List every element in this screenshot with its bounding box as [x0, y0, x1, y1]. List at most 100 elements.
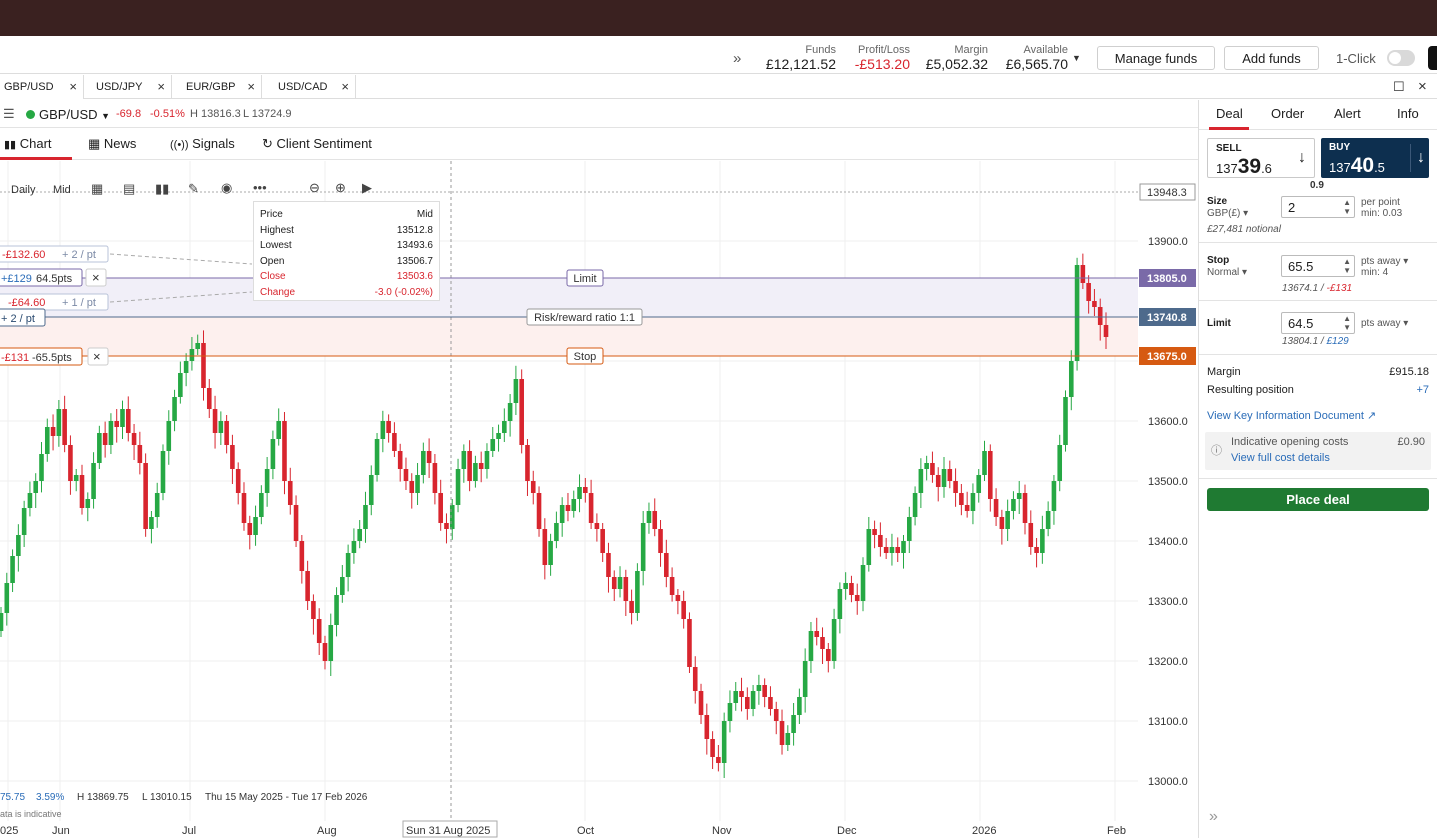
- interval-selector[interactable]: Daily: [11, 184, 36, 196]
- tooltip-change-value: -3.0 (-0.02%): [374, 286, 433, 298]
- close-icon[interactable]: ×: [69, 79, 77, 94]
- candle-body: [449, 505, 455, 529]
- size-currency-selector[interactable]: GBP(£) ▾: [1207, 208, 1249, 219]
- candle-body: [10, 556, 15, 583]
- tab-client-sentiment[interactable]: ↻ Client Sentiment: [262, 136, 372, 152]
- tab-order[interactable]: Order: [1271, 106, 1305, 121]
- close-icon[interactable]: ×: [157, 79, 165, 94]
- close-window-icon[interactable]: ×: [1418, 78, 1427, 95]
- candle-body: [762, 685, 767, 697]
- stepper-icon[interactable]: ▲ ▼: [1343, 257, 1351, 275]
- quote-bar: ☰ GBP/USD ▼ -69.8 -0.51% H 13816.3 L 137…: [0, 100, 1198, 128]
- x-tick-label: 2026: [972, 825, 996, 837]
- candle-body: [85, 499, 91, 508]
- panel-edge-handle[interactable]: [1428, 46, 1437, 70]
- entry-price-box: [1139, 308, 1196, 326]
- candle-type-icon[interactable]: ▦: [91, 181, 104, 196]
- price-chart[interactable]: 13000.0 13100.0 13200.0 13300.0 13400.0 13500…: [0, 161, 1198, 838]
- candle-body: [906, 517, 912, 541]
- tab-chart-label: Chart: [19, 136, 52, 151]
- chart-area[interactable]: 13000.0 13100.0 13200.0 13300.0 13400.0 13500…: [0, 161, 1198, 838]
- tab-info[interactable]: Info: [1397, 106, 1419, 121]
- tab-label: EUR/GBP: [186, 81, 236, 93]
- tab-news[interactable]: ▦ News: [88, 136, 136, 152]
- available-dropdown-icon[interactable]: ▼: [1072, 53, 1081, 63]
- candle-body: [334, 595, 339, 625]
- candle-body: [1086, 283, 1091, 301]
- tab-eur-gbp[interactable]: EUR/GBP ×: [172, 75, 262, 99]
- price-type-selector[interactable]: Mid: [53, 184, 71, 196]
- limit-tag: Limit: [573, 273, 596, 285]
- maximize-icon[interactable]: ☐: [1393, 79, 1405, 94]
- limit-profit-value: +£129: [1, 273, 32, 285]
- tab-signals[interactable]: ((•)) Signals: [170, 136, 235, 151]
- candle-body: [235, 469, 241, 493]
- sell-button[interactable]: SELL 13739.6 ↓: [1207, 138, 1315, 178]
- candle-body: [345, 553, 351, 577]
- candle-body: [189, 349, 195, 361]
- stepper-icon[interactable]: ▲ ▼: [1343, 198, 1351, 216]
- candle-body: [652, 511, 658, 529]
- candle-body: [125, 409, 131, 433]
- tab-deal[interactable]: Deal: [1216, 106, 1243, 121]
- zoom-out-icon[interactable]: ⊖: [309, 180, 320, 195]
- indicators-icon[interactable]: ▤: [123, 181, 136, 196]
- tab-usd-jpy[interactable]: USD/JPY ×: [84, 75, 172, 99]
- key-info-document-link[interactable]: View Key Information Document ↗: [1207, 410, 1377, 422]
- resulting-position-label: Resulting position: [1207, 384, 1294, 396]
- one-click-toggle[interactable]: [1387, 50, 1415, 66]
- close-icon[interactable]: ×: [341, 79, 349, 94]
- menu-icon[interactable]: ☰: [3, 106, 15, 121]
- candle-body: [837, 589, 843, 619]
- limit-pl-value: -£132.60: [2, 249, 45, 261]
- candle-body: [467, 451, 472, 481]
- candle-body: [27, 493, 33, 508]
- tab-news-label: News: [103, 136, 137, 151]
- mid-pl-value: -£64.60: [8, 297, 45, 309]
- candle-body: [149, 517, 154, 529]
- candle-body: [33, 481, 39, 493]
- limit-per-point: + 2 / pt: [62, 249, 96, 261]
- candle-body: [883, 547, 889, 553]
- stop-input[interactable]: 65.5 ▲ ▼: [1281, 255, 1355, 277]
- more-icon[interactable]: •••: [253, 180, 267, 195]
- candle-body: [814, 631, 820, 637]
- candle-body: [195, 343, 201, 349]
- size-input[interactable]: 2 ▲ ▼: [1281, 196, 1355, 218]
- candle-body: [1011, 499, 1016, 511]
- top-header-bar: [0, 0, 1437, 36]
- risk-reward-tag-box: [526, 308, 643, 326]
- stop-type-selector[interactable]: Normal ▾: [1207, 267, 1248, 278]
- expand-chevrons-icon[interactable]: »: [733, 50, 742, 67]
- bar-chart-icon[interactable]: ▮▮: [155, 181, 170, 196]
- cost-details-link[interactable]: View full cost details: [1231, 452, 1330, 464]
- limit-input[interactable]: 64.5 ▲ ▼: [1281, 312, 1355, 334]
- draw-icon[interactable]: ✎: [188, 181, 199, 196]
- manage-funds-button[interactable]: Manage funds: [1097, 46, 1215, 70]
- top-price-marker: 13948.3: [1147, 187, 1187, 199]
- candle-body: [594, 523, 600, 529]
- tab-usd-cad[interactable]: USD/CAD ×: [262, 75, 356, 99]
- eye-icon[interactable]: ◉: [221, 180, 233, 195]
- tab-chart[interactable]: ▮▮ Chart: [4, 136, 52, 151]
- candle-body: [1040, 529, 1045, 553]
- tab-alert[interactable]: Alert: [1334, 106, 1361, 121]
- candle-body: [982, 451, 987, 475]
- candle-body: [912, 493, 918, 517]
- news-icon: ▦: [88, 136, 101, 151]
- zoom-in-icon[interactable]: ⊕: [335, 180, 346, 195]
- collapse-panel-icon[interactable]: »: [1209, 808, 1218, 825]
- candle-body: [525, 445, 530, 481]
- candle-body: [750, 691, 756, 709]
- add-funds-button[interactable]: Add funds: [1224, 46, 1319, 70]
- buy-button[interactable]: BUY 13740.5 ↓: [1321, 138, 1429, 178]
- jump-to-latest-icon[interactable]: ▶: [362, 180, 372, 195]
- stepper-icon[interactable]: ▲ ▼: [1343, 314, 1351, 332]
- instrument-selector[interactable]: GBP/USD ▼: [39, 107, 110, 122]
- price-change: -69.8: [116, 108, 142, 120]
- close-icon[interactable]: ×: [247, 79, 255, 94]
- tab-gbp-usd[interactable]: GBP/USD ×: [0, 75, 84, 99]
- candle-body: [1063, 397, 1068, 445]
- place-deal-button[interactable]: Place deal: [1207, 488, 1429, 511]
- candle-body: [733, 691, 739, 703]
